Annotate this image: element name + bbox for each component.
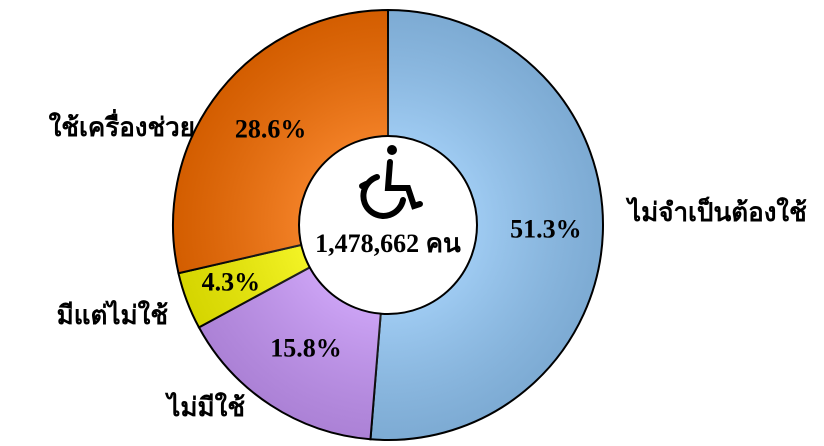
- value-label: 28.6%: [235, 115, 307, 144]
- value-label: 15.8%: [270, 334, 342, 363]
- value-label: 4.3%: [202, 267, 261, 296]
- center-label: 1,478,662 คน: [315, 229, 461, 258]
- wheelchair-icon: [359, 145, 423, 219]
- category-label: ไม่จำเป็นต้องใช้: [625, 196, 807, 227]
- value-label: 51.3%: [510, 214, 582, 243]
- donut-hole: [298, 135, 478, 315]
- category-label: ใช้เครื่องช่วย: [49, 108, 195, 142]
- category-label: ไม่มีใช้: [164, 391, 245, 422]
- category-label: มีแต่ไม่ใช้: [57, 299, 168, 330]
